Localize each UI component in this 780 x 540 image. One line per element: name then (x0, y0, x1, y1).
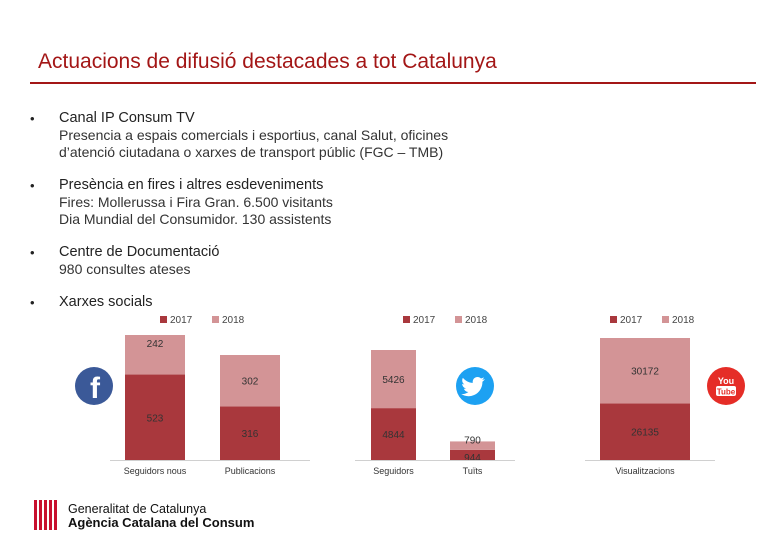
youtube-icon[interactable]: You Tube (706, 366, 746, 411)
youtube-chart-svg: 2017 2018 26135 30172 Visualitzacions (585, 315, 715, 476)
twitter-chart: 2017 2018 4844 5426 Seguidors 944 790 Tuïts (355, 310, 525, 480)
logo-bar (49, 500, 52, 530)
legend-label-2018: 2018 (465, 315, 488, 326)
logo-bar (44, 500, 47, 530)
bullet-fires: • Presència en fires i altres esdevenime… (30, 177, 590, 228)
bar-Tuïts-2018 (450, 441, 495, 450)
bullet-dot: • (30, 111, 35, 126)
bar-Seguidors-2018 (371, 350, 416, 409)
legend-swatch-2017 (403, 316, 410, 323)
bar-Seguidors nous-2018 (125, 335, 185, 375)
logo-bar (54, 500, 57, 530)
bullet-line: Fires: Mollerussa i Fira Gran. 6.500 vis… (59, 194, 333, 210)
legend-label-2017: 2017 (170, 315, 193, 326)
bullet-ip-consum-tv: • Canal IP Consum TV Presencia a espais … (30, 110, 590, 161)
bullet-line: 980 consultes ateses (59, 261, 191, 277)
page-title: Actuacions de difusió destacades a tot C… (38, 50, 497, 73)
footer-branding: Generalitat de Catalunya Agència Catalan… (68, 502, 254, 530)
bullet-xarxes-socials: • Xarxes socials (30, 294, 590, 311)
category-label-Visualitzacions: Visualitzacions (615, 466, 675, 476)
logo-bar (39, 500, 42, 530)
footer-generalitat: Generalitat de Catalunya (68, 502, 207, 516)
bullet-heading: Xarxes socials (59, 294, 153, 310)
data-label-Tuïts-2018: 790 (464, 436, 481, 447)
facebook-chart: 2017 2018 523 242 Seguidors nous 316 302 Public… (110, 310, 310, 480)
data-label-Visualitzacions-2018: 30172 (631, 367, 659, 378)
data-label-Publicacions-2017: 316 (242, 429, 259, 440)
bullet-line: d’atenció ciutadana o xarxes de transpor… (59, 144, 444, 160)
bullet-line: Presencia a espais comercials i esportiu… (59, 127, 449, 143)
data-label-Publicacions-2018: 302 (242, 377, 259, 388)
bullet-list: • Canal IP Consum TV Presencia a espais … (30, 110, 590, 323)
footer-agencia: Agència Catalana del Consum (68, 515, 255, 530)
bar-Seguidors-2017 (371, 408, 416, 460)
category-label-Publicacions: Publicacions (225, 466, 276, 476)
facebook-icon[interactable]: f (74, 366, 114, 411)
logo-bar (34, 500, 37, 530)
facebook-chart-svg: 2017 2018 523 242 Seguidors nous 316 302 Public… (110, 315, 310, 476)
generalitat-logo (34, 500, 60, 535)
data-label-Seguidors nous-2017: 523 (147, 413, 164, 424)
legend-label-2018: 2018 (672, 315, 695, 326)
bullet-dot: • (30, 178, 35, 193)
data-label-Visualitzacions-2017: 26135 (631, 428, 659, 439)
legend-label-2017: 2017 (413, 315, 436, 326)
youtube-icon-tube-box (716, 386, 736, 396)
data-label-Tuïts-2017: 944 (464, 453, 481, 464)
title-divider (30, 82, 756, 84)
bar-Publicacions-2017 (220, 406, 280, 460)
bar-Visualitzacions-2017 (600, 403, 690, 460)
youtube-chart: 2017 2018 26135 30172 Visualitzacions (585, 310, 725, 480)
category-label-Tuïts: Tuïts (463, 466, 483, 476)
bullet-centre-documentacio: • Centre de Documentació 980 consultes a… (30, 244, 590, 278)
bullet-line: Dia Mundial del Consumidor. 130 assisten… (59, 211, 332, 227)
bar-Seguidors nous-2017 (125, 374, 185, 460)
data-label-Seguidors nous-2018: 242 (147, 339, 164, 350)
bullet-heading: Centre de Documentació (59, 244, 220, 260)
legend-swatch-2017 (160, 316, 167, 323)
facebook-icon-glyph: f (90, 372, 101, 405)
bar-Publicacions-2018 (220, 355, 280, 407)
twitter-bird-glyph (461, 377, 485, 397)
legend-label-2017: 2017 (620, 315, 643, 326)
legend-label-2018: 2018 (222, 315, 245, 326)
bar-Tuïts-2017 (450, 449, 495, 460)
twitter-chart-svg: 2017 2018 4844 5426 Seguidors 944 790 Tuïts (355, 315, 515, 476)
bullet-dot: • (30, 295, 35, 310)
category-label-Seguidors: Seguidors (373, 466, 414, 476)
legend-swatch-2018 (212, 316, 219, 323)
data-label-Seguidors-2018: 5426 (382, 375, 405, 386)
category-label-Seguidors nous: Seguidors nous (124, 466, 187, 476)
bullet-dot: • (30, 245, 35, 260)
bullet-heading: Presència en fires i altres esdeveniment… (59, 177, 324, 193)
facebook-icon-circle (75, 367, 113, 405)
twitter-icon[interactable] (455, 366, 495, 411)
data-label-Seguidors-2017: 4844 (382, 430, 405, 441)
legend-swatch-2018 (455, 316, 462, 323)
bullet-heading: Canal IP Consum TV (59, 110, 195, 126)
youtube-icon-text-tube: Tube (717, 388, 736, 397)
youtube-icon-text-you: You (718, 376, 734, 386)
bar-Visualitzacions-2018 (600, 338, 690, 404)
legend-swatch-2018 (662, 316, 669, 323)
legend-swatch-2017 (610, 316, 617, 323)
